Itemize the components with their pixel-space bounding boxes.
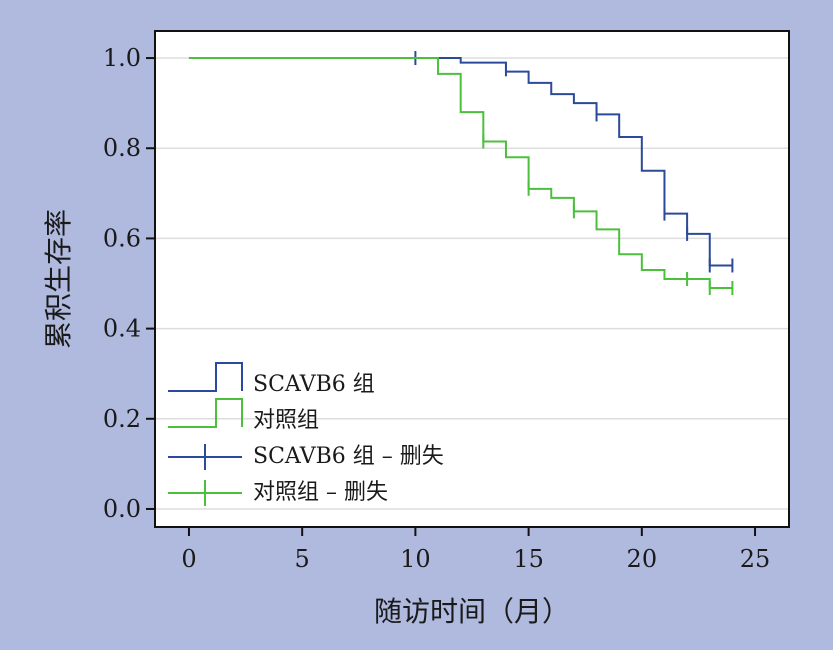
x-tick-label: 5 [295,545,310,573]
y-tick-label: 0.0 [103,495,141,523]
legend-step-swatch [168,398,243,428]
x-tick-label: 10 [400,545,431,573]
y-tick-label: 0.6 [103,224,141,252]
y-tick-label: 0.8 [103,134,141,162]
legend-label: SCAVB6 组 – 删失 [253,444,444,469]
series-1-step-line [188,57,733,290]
axes: 0.0 0.2 0.4 0.6 0.8 1.0 0 5 10 15 20 25 [103,44,770,573]
y-tick-label: 0.4 [103,315,141,343]
x-tick-label: 25 [740,545,771,573]
x-tick-label: 15 [513,545,544,573]
series-layer [188,51,734,296]
x-axis-title: 随访时间（月） [374,595,570,628]
y-tick-label: 1.0 [103,44,141,72]
y-axis-title: 累积生存率 [42,209,75,349]
legend-label: SCAVB6 组 [253,372,375,397]
gridlines [156,57,788,510]
x-tick-label: 0 [181,545,196,573]
legend-step-swatch [168,362,243,392]
legend-label: 对照组 – 删失 [253,480,388,505]
y-tick-label: 0.2 [103,405,141,433]
legend-label: 对照组 [253,408,319,433]
x-tick-label: 20 [627,545,658,573]
